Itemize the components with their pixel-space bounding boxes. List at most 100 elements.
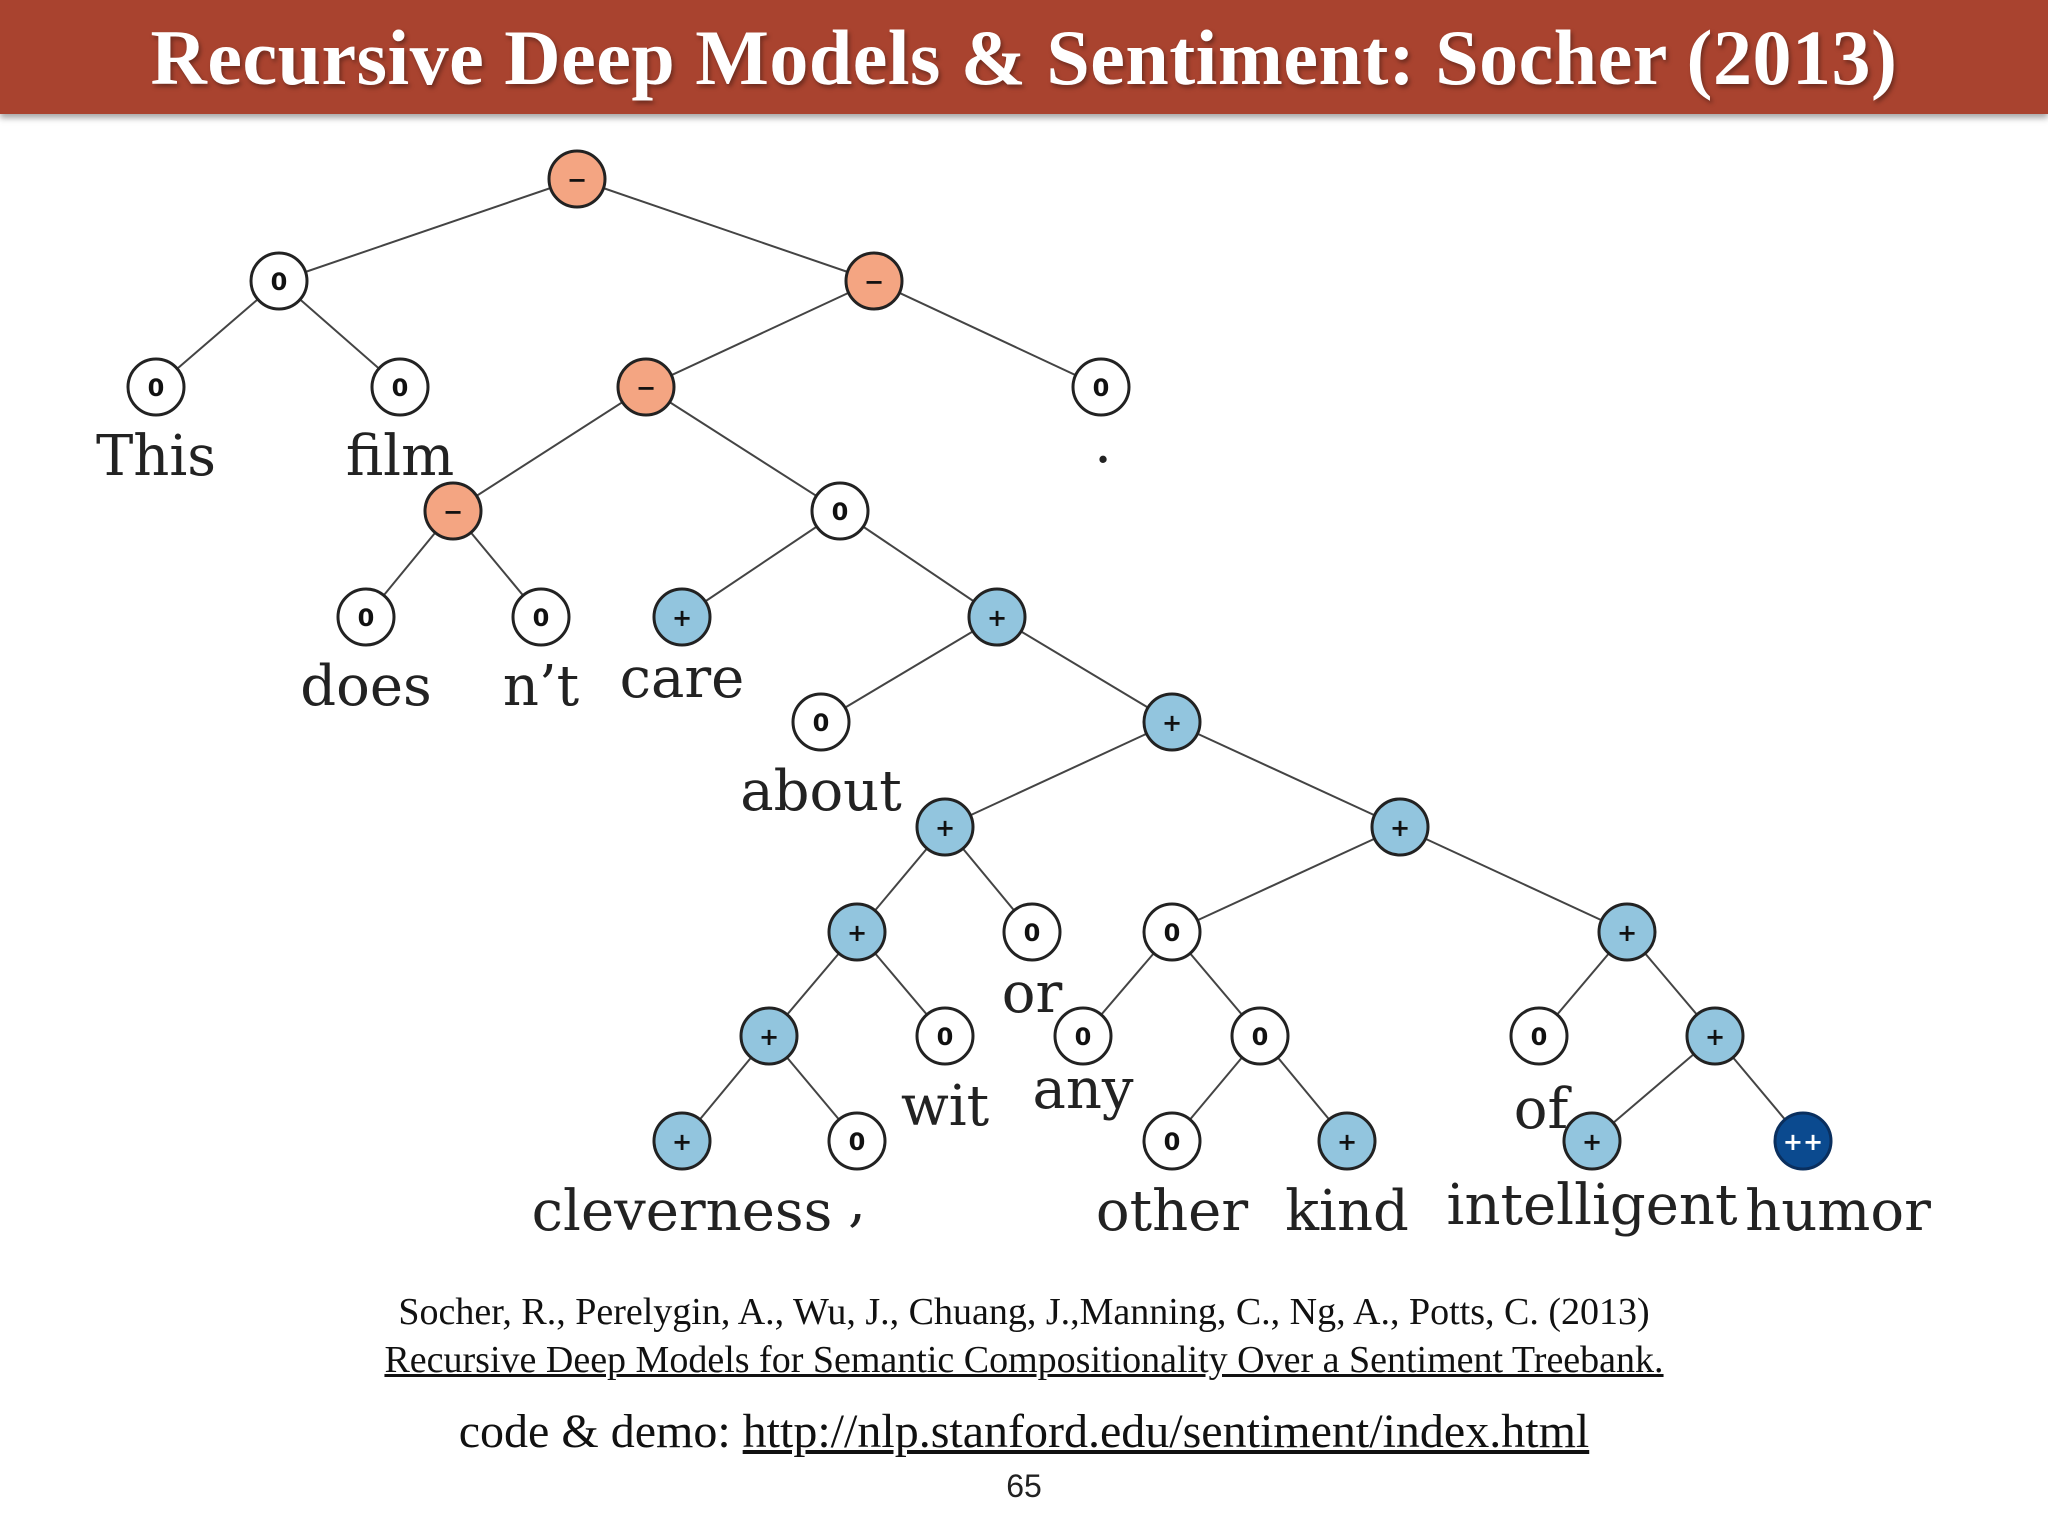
sentiment-node-circle (1230, 1006, 1290, 1066)
tree-edge-n_care_about-w_care (681, 510, 841, 618)
sentiment-node-circle (1685, 1006, 1745, 1066)
sentiment-node-label: 0 (358, 604, 375, 632)
tree-node-n_other_kind: 0 (1230, 1006, 1290, 1066)
sentiment-node-circle (915, 1006, 975, 1066)
sentiment-node-circle (370, 357, 430, 417)
tree-word-intelligent: intelligent (1447, 1173, 1738, 1238)
sentiment-node-circle (1071, 357, 1131, 417)
tree-node-n_doesnt: − (423, 481, 483, 541)
tree-edge-n_np-n_clev_or (944, 721, 1173, 828)
tree-word-or: or (1002, 961, 1063, 1026)
sentiment-node-label: 0 (1075, 1023, 1092, 1051)
tree-node-w_does: 0 (336, 587, 396, 647)
sentiment-node-label: + (987, 604, 1007, 632)
tree-node-n_rest: − (844, 251, 904, 311)
slide-title: Recursive Deep Models & Sentiment: Soche… (150, 14, 1898, 101)
tree-edge-n_pp-w_about (820, 616, 998, 723)
sentiment-node-label: 0 (392, 374, 409, 402)
tree-node-w_intelligent: + (1562, 1111, 1622, 1171)
tree-node-w_kind: + (1317, 1111, 1377, 1171)
tree-edge-root-n_rest (576, 178, 875, 282)
tree-node-w_any: 0 (1053, 1006, 1113, 1066)
sentiment-node-circle (1562, 1111, 1622, 1171)
sentiment-node-circle (827, 902, 887, 962)
tree-node-root: − (547, 149, 607, 209)
tree-word-period: . (1094, 411, 1112, 476)
tree-edge-n_any_humor-n_of_humor (1399, 826, 1628, 933)
sentiment-node-circle (1509, 1006, 1569, 1066)
sentiment-node-circle (1597, 902, 1657, 962)
tree-node-n_clev_comma: + (739, 1006, 799, 1066)
tree-node-w_humor: ++ (1773, 1111, 1833, 1171)
sentiment-node-circle (739, 1006, 799, 1066)
sentiment-node-label: + (672, 1128, 692, 1156)
citation-authors: Socher, R., Perelygin, A., Wu, J., Chuan… (398, 1291, 1650, 1333)
citation-paper-link[interactable]: Recursive Deep Models for Semantic Compo… (384, 1339, 1664, 1381)
tree-word-cleverness: cleverness (532, 1179, 833, 1244)
sentiment-node-label: 0 (1531, 1023, 1548, 1051)
sentiment-node-label: + (1162, 709, 1182, 737)
sentiment-node-label: 0 (1164, 919, 1181, 947)
sentiment-node-label: 0 (1093, 374, 1110, 402)
tree-node-w_this: 0 (126, 357, 186, 417)
tree-edge-n_any_humor-n_any_kind (1171, 826, 1401, 933)
sentiment-node-circle (126, 357, 186, 417)
sentiment-node-label: 0 (533, 604, 550, 632)
tree-word-comma: , (848, 1169, 866, 1234)
sentiment-node-circle (652, 587, 712, 647)
tree-word-humor: humor (1745, 1179, 1931, 1244)
sentiment-node-circle (336, 587, 396, 647)
tree-edge-n_pp-n_np (996, 616, 1173, 723)
sentiment-node-label: + (1617, 919, 1637, 947)
sentiment-node-circle (1002, 902, 1062, 962)
tree-node-w_or: 0 (1002, 902, 1062, 962)
sentiment-node-label: 0 (1252, 1023, 1269, 1051)
sentiment-node-label: + (1337, 1128, 1357, 1156)
tree-word-wit: wit (901, 1074, 990, 1139)
sentiment-node-circle (810, 481, 870, 541)
code-demo-link[interactable]: http://nlp.stanford.edu/sentiment/index.… (742, 1405, 1590, 1458)
tree-node-w_about: 0 (791, 692, 851, 752)
sentiment-node-circle (1142, 902, 1202, 962)
tree-node-n_pp: + (967, 587, 1027, 647)
sentiment-node-label: + (1390, 814, 1410, 842)
tree-edge-n_vp-n_care_about (645, 386, 841, 512)
sentiment-node-circle (791, 692, 851, 752)
tree-edge-n_care_about-n_pp (839, 510, 998, 618)
sentiment-node-circle (1773, 1111, 1833, 1171)
sentiment-node-label: − (636, 374, 656, 402)
tree-node-n_of_humor: + (1597, 902, 1657, 962)
tree-edge-n_vp-n_doesnt (452, 386, 647, 512)
sentiment-node-circle (249, 251, 309, 311)
tree-node-w_comma: 0 (827, 1111, 887, 1171)
sentiment-node-circle (1317, 1111, 1377, 1171)
sentiment-node-circle (1370, 797, 1430, 857)
sentiment-node-label: 0 (148, 374, 165, 402)
sentiment-node-circle (511, 587, 571, 647)
sentiment-node-circle (844, 251, 904, 311)
sentiment-node-label: 0 (849, 1128, 866, 1156)
page-number: 65 (1006, 1468, 1042, 1504)
tree-node-n_care_about: 0 (810, 481, 870, 541)
sentiment-node-label: + (759, 1023, 779, 1051)
sentiment-node-circle (652, 1111, 712, 1171)
sentiment-node-label: 0 (1164, 1128, 1181, 1156)
tree-node-n_int_humor: + (1685, 1006, 1745, 1066)
sentiment-node-circle (967, 587, 1027, 647)
tree-word-does: does (300, 654, 431, 719)
tree-node-w_of: 0 (1509, 1006, 1569, 1066)
code-demo-line: code & demo: http://nlp.stanford.edu/sen… (0, 1404, 2048, 1459)
tree-word-kind: kind (1285, 1179, 1409, 1244)
tree-edge-n_np-n_any_humor (1171, 721, 1401, 828)
sentiment-node-label: − (567, 166, 587, 194)
tree-node-n_clev_or: + (915, 797, 975, 857)
tree-node-w_cleverness: + (652, 1111, 712, 1171)
tree-word-any: any (1032, 1057, 1133, 1122)
sentiment-node-label: + (1582, 1128, 1602, 1156)
sentiment-node-label: 0 (271, 268, 288, 296)
sentiment-parse-tree: − 0 0 This 0 film − − 0. − 0 does 0 n’t 0 + care +0 about +… (96, 149, 1931, 1244)
tree-word-about: about (740, 759, 902, 824)
sentiment-node-circle (827, 1111, 887, 1171)
tree-node-n_np: + (1142, 692, 1202, 752)
title-bar: Recursive Deep Models & Sentiment: Soche… (0, 0, 2048, 114)
